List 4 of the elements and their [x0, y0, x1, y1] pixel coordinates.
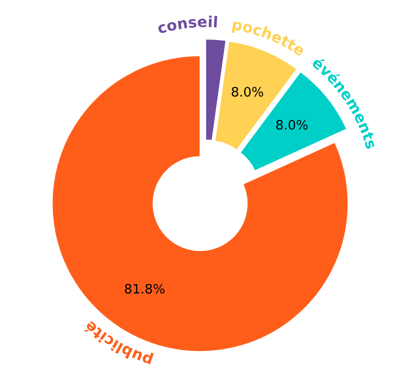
data-label: 8.0%	[230, 85, 264, 100]
data-label: 81.8%	[124, 282, 166, 298]
data-label: 8.0%	[275, 118, 308, 134]
slice-label: conseil	[155, 12, 219, 38]
